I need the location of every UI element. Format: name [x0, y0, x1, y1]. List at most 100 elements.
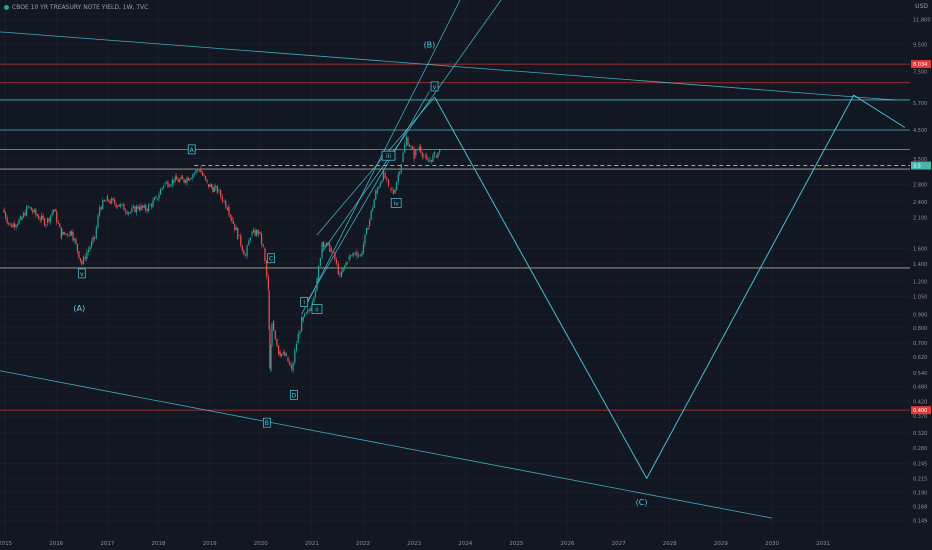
- candle-body: [240, 235, 242, 246]
- candle-body: [41, 215, 43, 221]
- candle-body: [337, 263, 339, 275]
- candle-body: [29, 206, 31, 208]
- candle-body: [259, 231, 261, 234]
- candle-body: [66, 233, 68, 236]
- wave-box: [300, 297, 309, 307]
- candle-body: [161, 187, 163, 190]
- candle-body: [129, 212, 131, 213]
- candle-body: [310, 308, 312, 311]
- candle-body: [62, 231, 64, 235]
- candle-body: [12, 223, 14, 228]
- channel-outer-line: [321, 0, 502, 253]
- symbol-title: CBOE 10 YR TREASURY NOTE YIELD, 1W, TVC: [12, 4, 149, 11]
- x-tick-label: 2019: [203, 541, 217, 547]
- wave-box: [267, 253, 275, 264]
- candle-body: [432, 154, 434, 162]
- candle-body: [79, 258, 81, 261]
- candle-body: [365, 228, 368, 235]
- wave-box: [311, 304, 323, 314]
- candle-body: [146, 209, 148, 212]
- y-tick-label: 4.500: [913, 128, 927, 134]
- candle-body: [231, 216, 233, 222]
- candle-body: [399, 172, 401, 175]
- candle-body: [323, 241, 325, 247]
- x-tick-label: 2015: [0, 541, 13, 547]
- candle-body: [396, 181, 398, 190]
- candle-body: [50, 215, 52, 222]
- candle-body: [362, 244, 365, 253]
- candle-body: [14, 223, 16, 228]
- x-tick-label: 2029: [714, 541, 728, 547]
- candle-body: [354, 253, 356, 254]
- wave-box: [187, 144, 196, 155]
- candle-body: [223, 200, 225, 202]
- candle-body: [73, 239, 76, 241]
- candle-body: [416, 149, 419, 151]
- candle-body: [282, 352, 284, 354]
- candle-body: [421, 152, 423, 157]
- candle-body: [387, 179, 390, 186]
- wave-label: ii: [315, 307, 319, 314]
- candle-body: [232, 221, 234, 224]
- candle-body: [268, 291, 270, 330]
- candle-body: [150, 204, 153, 207]
- status-dot-icon: [4, 5, 9, 10]
- y-tick-label: 1.400: [913, 262, 927, 268]
- candle-body: [39, 219, 41, 221]
- wave-label: (B): [424, 40, 436, 49]
- y-tick-label: 7.500: [913, 69, 927, 75]
- candle-body: [225, 200, 227, 208]
- y-tick-label: 0.320: [913, 431, 927, 437]
- candle-body: [375, 190, 377, 200]
- candle-body: [285, 353, 287, 356]
- candle-body: [405, 136, 408, 145]
- y-tick-label: 0.215: [913, 476, 927, 482]
- candle-body: [439, 149, 441, 153]
- candle-body: [70, 231, 73, 236]
- candle-body: [273, 320, 275, 331]
- candle-body: [424, 155, 426, 157]
- candle-body: [197, 170, 199, 171]
- candle-body: [353, 253, 355, 256]
- wave-label: v: [80, 271, 84, 278]
- resistance-trendline: [0, 31, 895, 101]
- candle-body: [319, 257, 321, 267]
- candle-body: [274, 330, 276, 339]
- candle-body: [270, 346, 272, 371]
- candle-body: [118, 204, 120, 207]
- candle-body: [6, 218, 8, 223]
- candle-body: [19, 216, 22, 220]
- candle-body: [372, 207, 374, 211]
- y-tick-label: 0.149: [913, 518, 927, 524]
- candle-body: [114, 199, 116, 204]
- candle-body: [347, 262, 349, 264]
- y-tick-label: 0.420: [913, 400, 927, 406]
- candle-body: [89, 247, 91, 250]
- candle-body: [252, 230, 255, 233]
- candle-body: [213, 187, 215, 192]
- channel-mid-line: [316, 96, 435, 236]
- candle-body: [42, 215, 44, 219]
- candle-body: [176, 176, 178, 180]
- candle-body: [342, 267, 344, 272]
- y-tick-label: 11.800: [913, 18, 931, 24]
- candle-body: [429, 159, 431, 161]
- wave-label: iii: [386, 153, 391, 160]
- candle-body: [137, 206, 139, 209]
- candle-body: [128, 212, 130, 214]
- wave-label: iv: [394, 200, 400, 207]
- candle-body: [11, 225, 13, 228]
- candle-body: [413, 149, 415, 159]
- price-series: [3, 134, 441, 373]
- candle-body: [15, 225, 17, 228]
- candle-body: [408, 145, 411, 147]
- candle-body: [30, 207, 32, 211]
- candle-body: [168, 186, 171, 187]
- candle-body: [124, 210, 127, 213]
- candle-body: [292, 362, 294, 371]
- candle-body: [195, 170, 197, 173]
- candle-body: [324, 245, 326, 247]
- candle-body: [267, 276, 269, 290]
- candle-body: [418, 146, 420, 150]
